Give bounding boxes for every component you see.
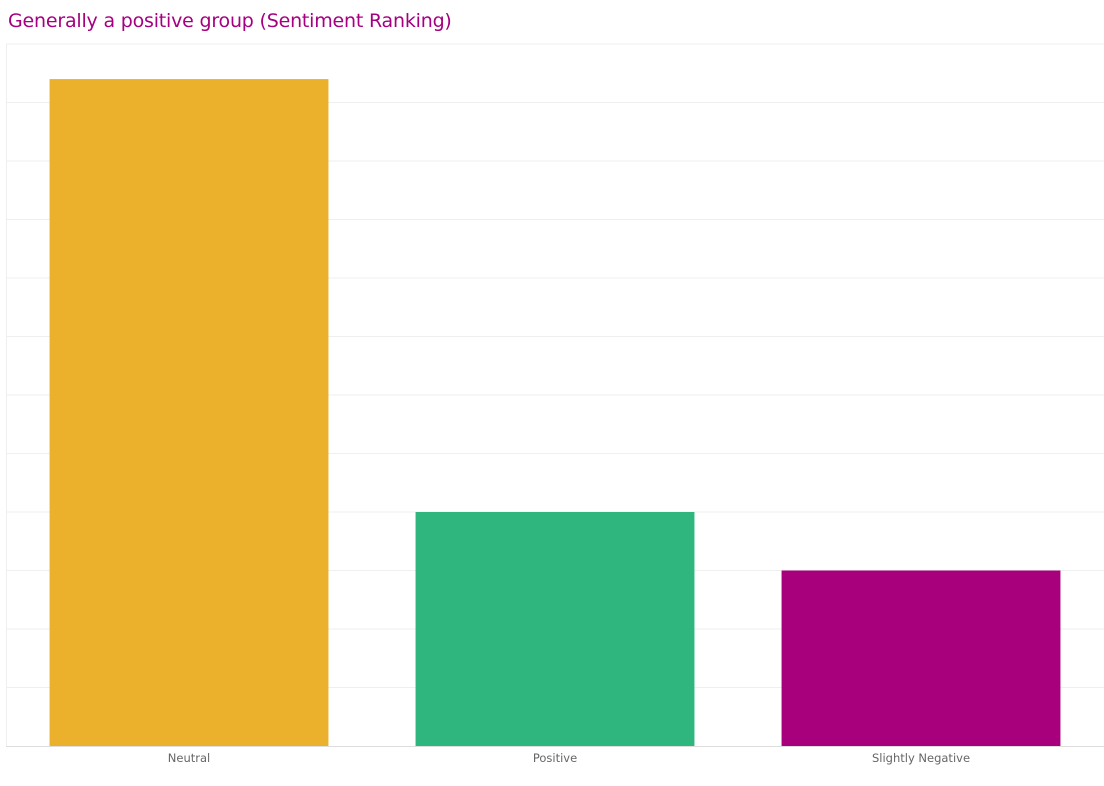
x-tick-label: Neutral: [168, 751, 210, 765]
chart-title: Generally a positive group (Sentiment Ra…: [8, 10, 452, 32]
bar-neutral: [49, 79, 329, 747]
bar-slightly-negative: [781, 570, 1061, 746]
x-tick-label: Slightly Negative: [872, 751, 970, 765]
bar-positive: [415, 512, 695, 746]
x-axis: Neutral Positive Slightly Negative: [6, 746, 1104, 765]
x-tick-label: Positive: [533, 751, 577, 765]
bars: [49, 79, 1061, 747]
